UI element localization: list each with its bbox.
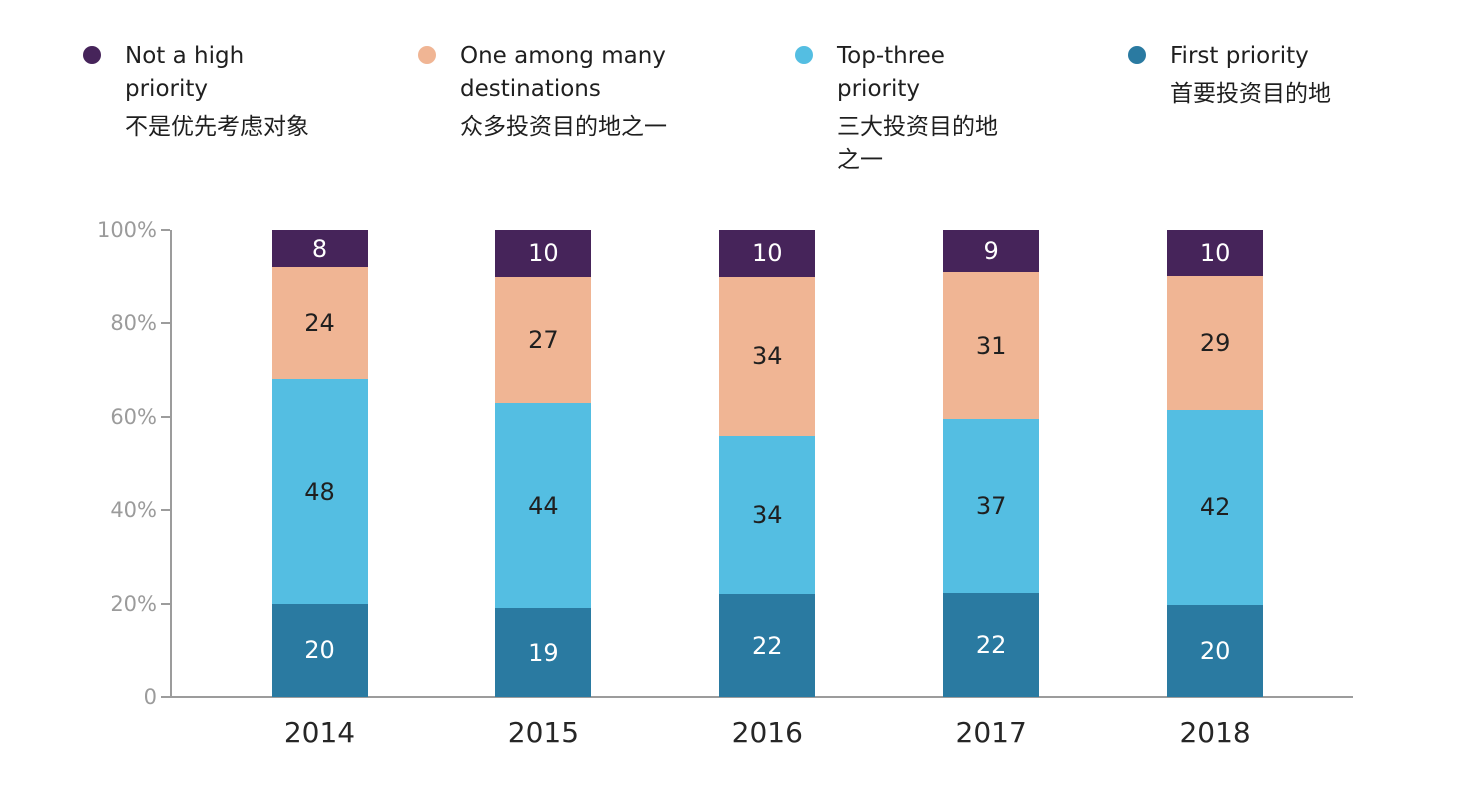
bar-segment-not-a-high-priority-2014: 8 (271, 230, 368, 268)
legend-label-en: One among many destinations (460, 43, 666, 102)
value-label: 34 (752, 342, 783, 371)
value-label: 27 (528, 325, 559, 354)
value-label: 48 (304, 477, 335, 506)
bar-segment-one-among-many-destinations-2014: 24 (271, 267, 368, 380)
bar-segment-top-three-priority-2014: 48 (271, 379, 368, 604)
bar-segment-first-priority-2016: 22 (719, 594, 816, 697)
bar-2016: 10 34 34 22 (719, 230, 816, 697)
y-tick-label: 80% (110, 311, 157, 336)
x-axis-line (170, 696, 1353, 698)
bar-2014: 8 24 48 20 (271, 230, 368, 697)
bar-segment-one-among-many-destinations-2016: 34 (719, 276, 816, 436)
y-tick-label: 100% (96, 218, 157, 242)
legend-label-en: Top-three priority (837, 43, 945, 102)
bar-2015: 10 27 44 19 (495, 230, 592, 697)
value-label: 19 (528, 638, 559, 667)
legend-item-not-a-high-priority: Not a high priority 不是优先考虑对象 (83, 40, 309, 144)
legend-item-one-among-many-destinations: One among many destinations 众多投资目的地之一 (418, 40, 667, 144)
legend-label-zh: 首要投资目的地 (1170, 81, 1331, 107)
value-label: 22 (975, 631, 1007, 660)
value-label: 29 (1199, 329, 1231, 358)
bar-segment-first-priority-2018: 20 (1167, 604, 1264, 697)
x-tick-label-2016: 2016 (731, 716, 803, 749)
value-label: 10 (752, 239, 783, 268)
bar-segment-one-among-many-destinations-2017: 31 (943, 272, 1040, 419)
bar-2017: 9 31 37 22 (943, 230, 1040, 697)
bar-segment-one-among-many-destinations-2018: 29 (1167, 276, 1264, 411)
bar-segment-top-three-priority-2016: 34 (719, 435, 816, 595)
legend-dot-icon (83, 46, 101, 64)
value-label: 10 (1199, 239, 1231, 268)
bar-2018: 10 29 42 20 (1167, 230, 1264, 697)
legend-label-en: First priority (1170, 43, 1309, 69)
value-label: 20 (304, 636, 335, 665)
legend-label-en: Not a high priority (125, 43, 245, 102)
y-tick-mark (161, 696, 170, 698)
legend-dot-icon (418, 46, 436, 64)
legend-item-first-priority: First priority 首要投资目的地 (1128, 40, 1331, 111)
x-tick-label-2017: 2017 (955, 716, 1027, 749)
legend-label-zh: 众多投资目的地之一 (460, 114, 667, 140)
y-tick-label: 60% (110, 404, 157, 429)
bar-segment-not-a-high-priority-2016: 10 (719, 230, 816, 277)
value-label: 37 (975, 491, 1007, 520)
y-tick-mark (161, 509, 170, 512)
legend-dot-icon (1128, 46, 1146, 64)
bar-segment-first-priority-2015: 19 (495, 608, 592, 697)
bar-segment-top-three-priority-2017: 37 (943, 418, 1040, 594)
y-tick-mark (161, 415, 170, 418)
y-tick-label: 20% (110, 591, 157, 616)
bar-segment-top-three-priority-2018: 42 (1167, 410, 1264, 605)
y-tick-label: 40% (110, 498, 157, 523)
y-tick-mark (161, 602, 170, 605)
legend-label-zh: 三大投资目的地 之一 (837, 114, 998, 173)
bar-segment-top-three-priority-2015: 44 (495, 402, 592, 609)
y-tick-label: 0 (143, 685, 157, 709)
value-label: 9 (983, 237, 999, 266)
bar-segment-not-a-high-priority-2018: 10 (1167, 230, 1264, 277)
value-label: 34 (752, 500, 783, 529)
bar-segment-not-a-high-priority-2017: 9 (943, 230, 1040, 273)
value-label: 42 (1199, 493, 1231, 522)
value-label: 24 (304, 309, 335, 338)
bar-segment-one-among-many-destinations-2015: 27 (495, 276, 592, 403)
value-label: 8 (311, 234, 328, 263)
legend-item-top-three-priority: Top-three priority 三大投资目的地 之一 (795, 40, 998, 177)
value-label: 31 (975, 331, 1007, 360)
value-label: 10 (528, 239, 559, 268)
bar-segment-first-priority-2014: 20 (271, 603, 368, 697)
bar-segment-first-priority-2017: 22 (943, 593, 1040, 697)
y-tick-mark (161, 229, 170, 231)
y-axis-line (170, 230, 172, 698)
x-tick-label-2014: 2014 (283, 716, 356, 749)
x-tick-label-2015: 2015 (507, 716, 580, 749)
legend-dot-icon (795, 46, 813, 64)
value-label: 44 (528, 491, 559, 520)
bar-segment-not-a-high-priority-2015: 10 (495, 230, 592, 277)
value-label: 20 (1199, 636, 1231, 665)
value-label: 22 (752, 631, 783, 660)
legend-label-zh: 不是优先考虑对象 (125, 114, 309, 140)
y-tick-mark (161, 322, 170, 325)
x-tick-label-2018: 2018 (1179, 716, 1251, 749)
